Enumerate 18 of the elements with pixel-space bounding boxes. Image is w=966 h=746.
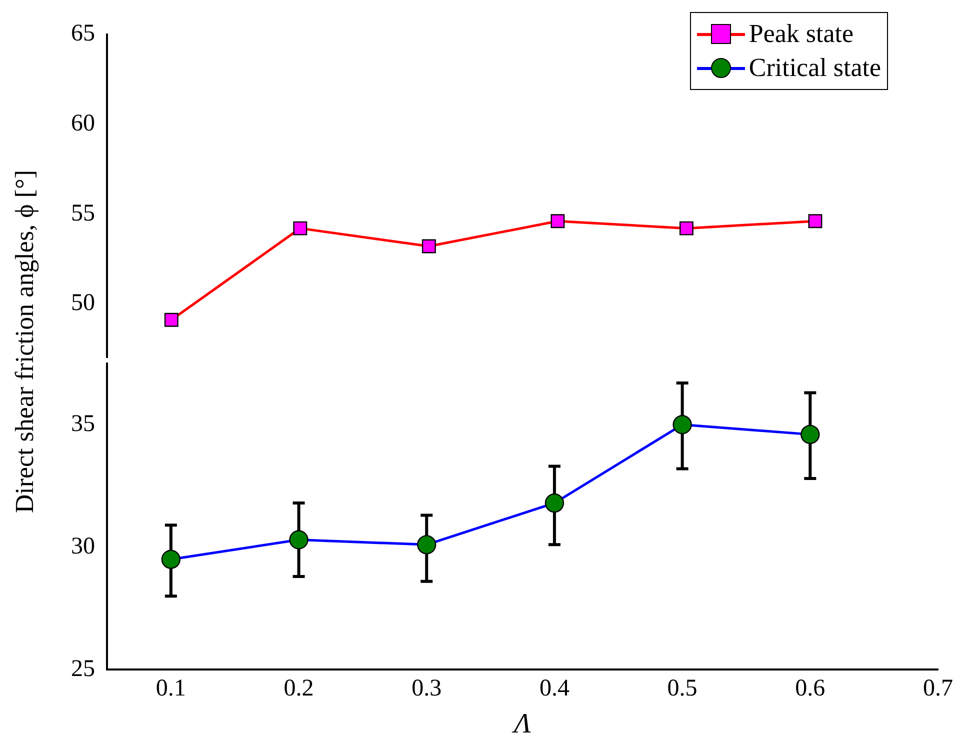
x-tick-label: 0.2	[284, 675, 314, 702]
y-tick-label: 30	[71, 533, 95, 560]
y-tick-label: 65	[71, 20, 95, 47]
y-tick-label: 55	[71, 200, 95, 226]
x-tick-label: 0.4	[539, 675, 570, 702]
x-tick-label: 0.6	[795, 675, 826, 702]
y-tick-label: 25	[71, 656, 95, 682]
legend-label: Critical state	[748, 52, 881, 84]
x-tick-label: 0.5	[667, 675, 698, 702]
x-tick-label: 0.3	[412, 675, 442, 702]
x-tick-label: 0.1	[156, 675, 186, 702]
x-axis-title: Λ	[511, 708, 532, 740]
y-axis-title: Direct shear friction angles, ϕ [°]	[10, 170, 40, 514]
legend-label: Peak state	[748, 18, 854, 50]
y-tick-label: 50	[71, 290, 95, 316]
y-tick-label: 60	[71, 110, 95, 136]
y-tick-label: 35	[71, 410, 95, 437]
x-tick-label: 0.7	[923, 675, 953, 702]
